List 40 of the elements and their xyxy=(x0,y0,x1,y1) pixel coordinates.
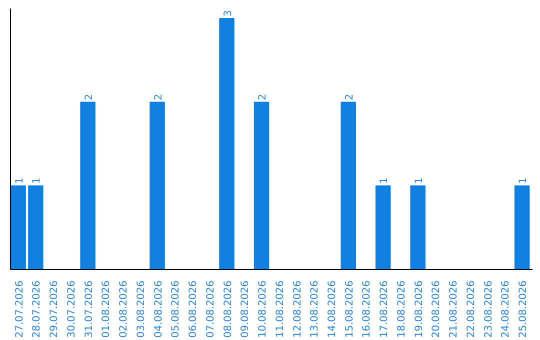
x-tick-label: 13.08.2026 xyxy=(310,280,321,338)
x-tick-label: 10.08.2026 xyxy=(258,280,269,338)
x-tick-label: 06.08.2026 xyxy=(188,280,200,338)
data-label: 2 xyxy=(153,94,164,100)
data-label: 1 xyxy=(379,177,390,184)
x-tick-label: 18.08.2026 xyxy=(396,280,408,338)
x-tick-label: 19.08.2026 xyxy=(414,280,425,338)
x-tick-label: 29.07.2026 xyxy=(49,280,60,338)
x-tick-label: 04.08.2026 xyxy=(153,280,164,338)
data-label: 2 xyxy=(84,94,95,100)
x-tick-label: 25.08.2026 xyxy=(518,280,530,338)
data-label: 1 xyxy=(518,177,530,184)
x-tick-label: 16.08.2026 xyxy=(362,280,373,338)
x-tick-label: 22.08.2026 xyxy=(466,280,477,338)
data-label: 1 xyxy=(32,177,43,184)
x-tick-label: 21.08.2026 xyxy=(448,280,460,338)
x-tick-label: 30.07.2026 xyxy=(66,280,78,338)
data-label: 1 xyxy=(14,177,26,184)
x-tick-label: 20.08.2026 xyxy=(431,280,442,338)
x-tick-label: 07.08.2026 xyxy=(205,280,216,338)
x-tick-label: 14.08.2026 xyxy=(326,280,338,338)
x-tick-label: 24.08.2026 xyxy=(500,280,512,338)
x-tick-label: 31.07.2026 xyxy=(84,280,95,338)
x-tick-label: 02.08.2026 xyxy=(118,280,130,338)
x-tick-label: 03.08.2026 xyxy=(136,280,147,338)
x-tick-label: 08.08.2026 xyxy=(222,280,234,338)
x-tick-label: 11.08.2026 xyxy=(274,280,286,338)
x-tick-label: 01.08.2026 xyxy=(101,280,112,338)
data-label: 3 xyxy=(222,10,234,17)
x-tick-label: 23.08.2026 xyxy=(483,280,494,338)
data-label: 2 xyxy=(344,94,356,100)
x-tick-label: 15.08.2026 xyxy=(344,280,356,338)
data-label: 1 xyxy=(414,177,425,184)
x-tick-label: 09.08.2026 xyxy=(240,280,252,338)
x-tick-label: 12.08.2026 xyxy=(292,280,304,338)
x-tick-label: 28.07.2026 xyxy=(32,280,43,338)
x-tick-label: 17.08.2026 xyxy=(379,280,390,338)
x-tick-label: 27.07.2026 xyxy=(14,280,26,338)
x-tick-label: 05.08.2026 xyxy=(170,280,182,338)
data-label: 2 xyxy=(258,94,269,100)
